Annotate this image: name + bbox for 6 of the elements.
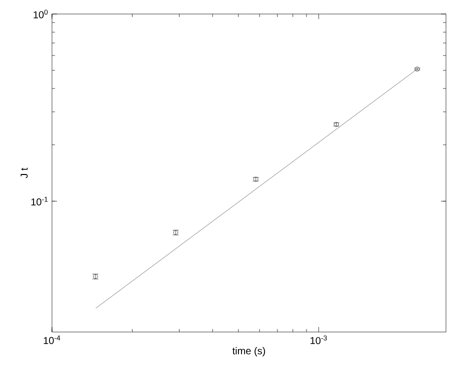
y-tick-label: 10$^{-1}$ xyxy=(31,196,48,206)
y-tick-label: 10$^{0}$ xyxy=(34,10,48,18)
x-axis-title: time (s) xyxy=(232,347,266,356)
x-tick-label: 10$^{-3}$ xyxy=(310,336,327,344)
x-tick-label: 10$^{-4}$ xyxy=(44,336,60,344)
y-axis-title: J t xyxy=(20,168,28,178)
